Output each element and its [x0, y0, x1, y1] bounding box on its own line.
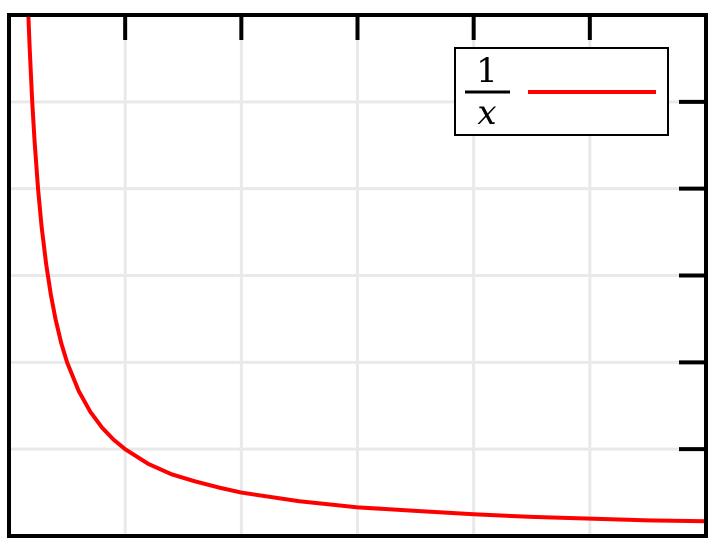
plot-frame	[7, 13, 708, 538]
legend-label-numerator: 1	[476, 51, 498, 91]
legend: 1 x	[454, 47, 669, 136]
legend-label-denominator: x	[477, 93, 496, 133]
tick-marks	[123, 15, 706, 452]
series-line-reciprocal	[26, 15, 706, 524]
